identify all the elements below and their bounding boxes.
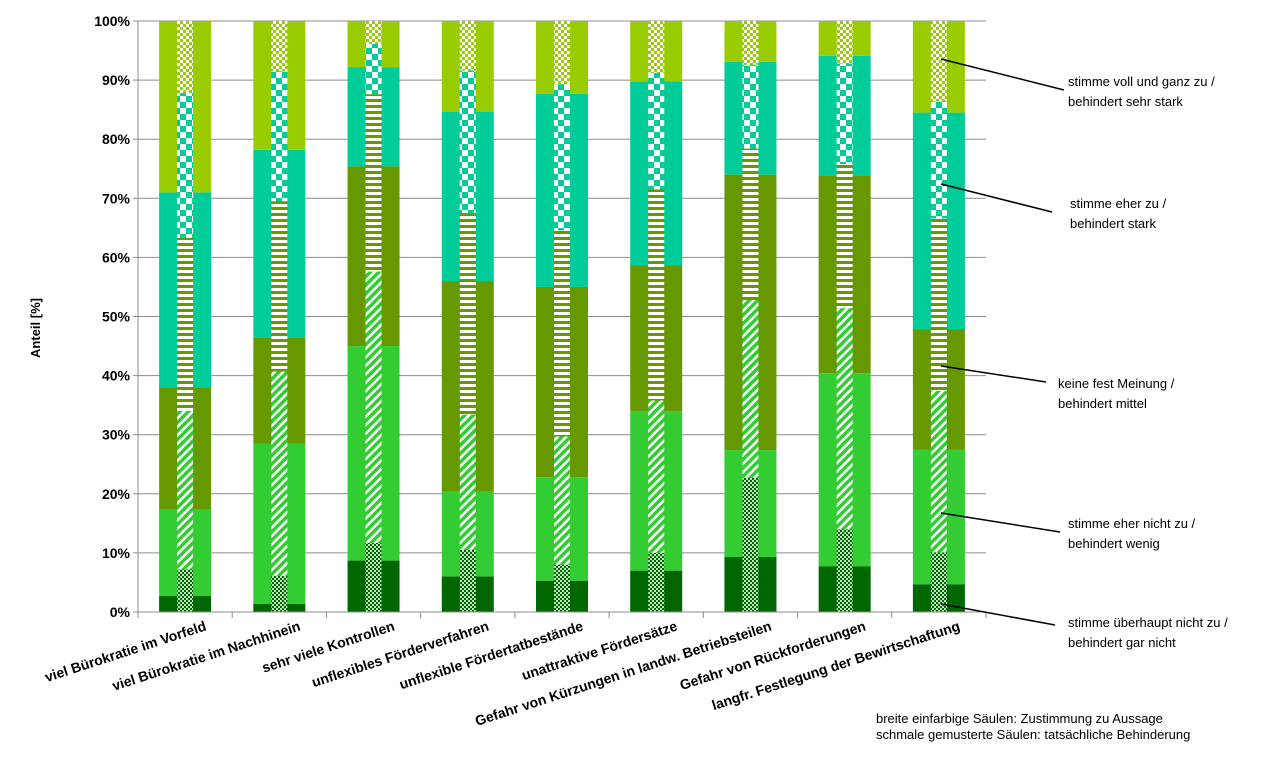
- hindrance-segment: [271, 201, 288, 372]
- hindrance-segment: [459, 21, 476, 71]
- hindrance-segment: [177, 93, 194, 238]
- bar-group: [347, 21, 400, 612]
- y-tick-label: 100%: [94, 13, 130, 29]
- annotation-label: stimme eher nicht zu /: [1068, 516, 1196, 531]
- hindrance-segment: [554, 84, 570, 231]
- hindrance-segment: [930, 552, 947, 612]
- hindrance-segment: [742, 299, 759, 478]
- annotation-label: keine fest Meinung /: [1058, 376, 1175, 391]
- hindrance-segment: [177, 21, 194, 94]
- hindrance-segment: [930, 390, 947, 553]
- hindrance-segment: [648, 73, 665, 190]
- hindrance-segment: [930, 21, 947, 102]
- hindrance-segment: [742, 148, 759, 300]
- series-annotations: stimme voll und ganz zu / behindert sehr …: [940, 58, 1228, 650]
- annotation-label: stimme eher zu /: [1070, 196, 1166, 211]
- hindrance-segment: [836, 63, 853, 165]
- hindrance-segment: [930, 101, 947, 219]
- y-tick-label: 70%: [102, 190, 131, 206]
- note-line-2: schmale gemusterte Säulen: tatsächliche …: [876, 727, 1191, 742]
- hindrance-segment: [554, 436, 570, 565]
- hindrance-segment: [554, 230, 570, 437]
- hindrance-segment: [930, 218, 947, 391]
- annotation-label: behindert mittel: [1058, 396, 1147, 411]
- axes: [133, 20, 987, 618]
- hindrance-segment: [836, 529, 853, 612]
- hindrance-segment: [459, 213, 476, 415]
- hindrance-segment: [177, 411, 194, 570]
- hindrance-segment: [648, 189, 665, 401]
- y-tick-label: 10%: [102, 545, 131, 561]
- y-tick-labels: 0% 10% 20% 30% 40% 50% 60% 70% 80% 90% 100%: [94, 13, 130, 620]
- annotation-label: behindert wenig: [1068, 536, 1160, 551]
- hindrance-segment: [177, 237, 194, 412]
- annotation-leader-line: [940, 183, 1053, 213]
- hindrance-segment: [648, 21, 665, 74]
- hindrance-segment: [836, 164, 853, 309]
- hindrance-segment: [554, 21, 570, 85]
- annotation-label: behindert stark: [1070, 216, 1156, 231]
- y-tick-label: 60%: [102, 249, 131, 265]
- hindrance-segment: [648, 400, 665, 553]
- hindrance-segment: [365, 271, 382, 543]
- bar-group: [159, 21, 212, 612]
- bar-group: [724, 21, 777, 612]
- annotation-label: behindert sehr stark: [1068, 94, 1183, 109]
- hindrance-segment: [459, 414, 476, 550]
- annotation-label: stimme voll und ganz zu /: [1068, 74, 1215, 89]
- note-line-1: breite einfarbige Säulen: Zustimmung zu …: [876, 711, 1163, 726]
- annotation-leader-line: [940, 58, 1065, 91]
- y-axis-label: Anteil [%]: [28, 298, 43, 358]
- y-tick-label: 20%: [102, 486, 131, 502]
- hindrance-segment: [459, 70, 476, 214]
- hindrance-segment: [836, 21, 853, 64]
- bars: [159, 21, 965, 612]
- hindrance-segment: [365, 94, 382, 272]
- annotation-label: behindert gar nicht: [1068, 635, 1176, 650]
- annotation-label: stimme überhaupt nicht zu /: [1068, 615, 1228, 630]
- hindrance-segment: [648, 552, 665, 612]
- bar-group: [818, 21, 871, 612]
- hindrance-segment: [365, 44, 382, 95]
- hindrance-segment: [459, 549, 476, 612]
- hindrance-segment: [836, 308, 853, 530]
- annotation-leader-line: [940, 512, 1061, 533]
- hindrance-segment: [177, 569, 194, 612]
- y-tick-label: 30%: [102, 427, 131, 443]
- hindrance-segment: [271, 371, 288, 576]
- hindrance-segment: [271, 71, 288, 202]
- y-tick-label: 90%: [102, 72, 131, 88]
- hindrance-segment: [271, 575, 288, 612]
- hindrance-segment: [365, 542, 382, 612]
- hindrance-segment: [742, 477, 759, 612]
- pattern-note: breite einfarbige Säulen: Zustimmung zu …: [876, 711, 1190, 743]
- bar-group: [441, 21, 494, 612]
- bar-group: [253, 21, 306, 612]
- hindrance-segment: [365, 21, 382, 45]
- y-tick-label: 0%: [110, 604, 131, 620]
- annotation-leader-line: [940, 365, 1047, 383]
- y-tick-label: 40%: [102, 368, 131, 384]
- bar-group: [630, 21, 683, 612]
- bar-group: [536, 21, 588, 612]
- y-tick-label: 80%: [102, 131, 131, 147]
- hindrance-segment: [742, 64, 759, 149]
- hindrance-segment: [554, 564, 570, 612]
- y-tick-label: 50%: [102, 309, 131, 325]
- hindrance-segment: [742, 21, 759, 65]
- hindrance-segment: [271, 21, 288, 72]
- annotation-leader-line: [940, 603, 1056, 626]
- bar-group: [912, 21, 965, 612]
